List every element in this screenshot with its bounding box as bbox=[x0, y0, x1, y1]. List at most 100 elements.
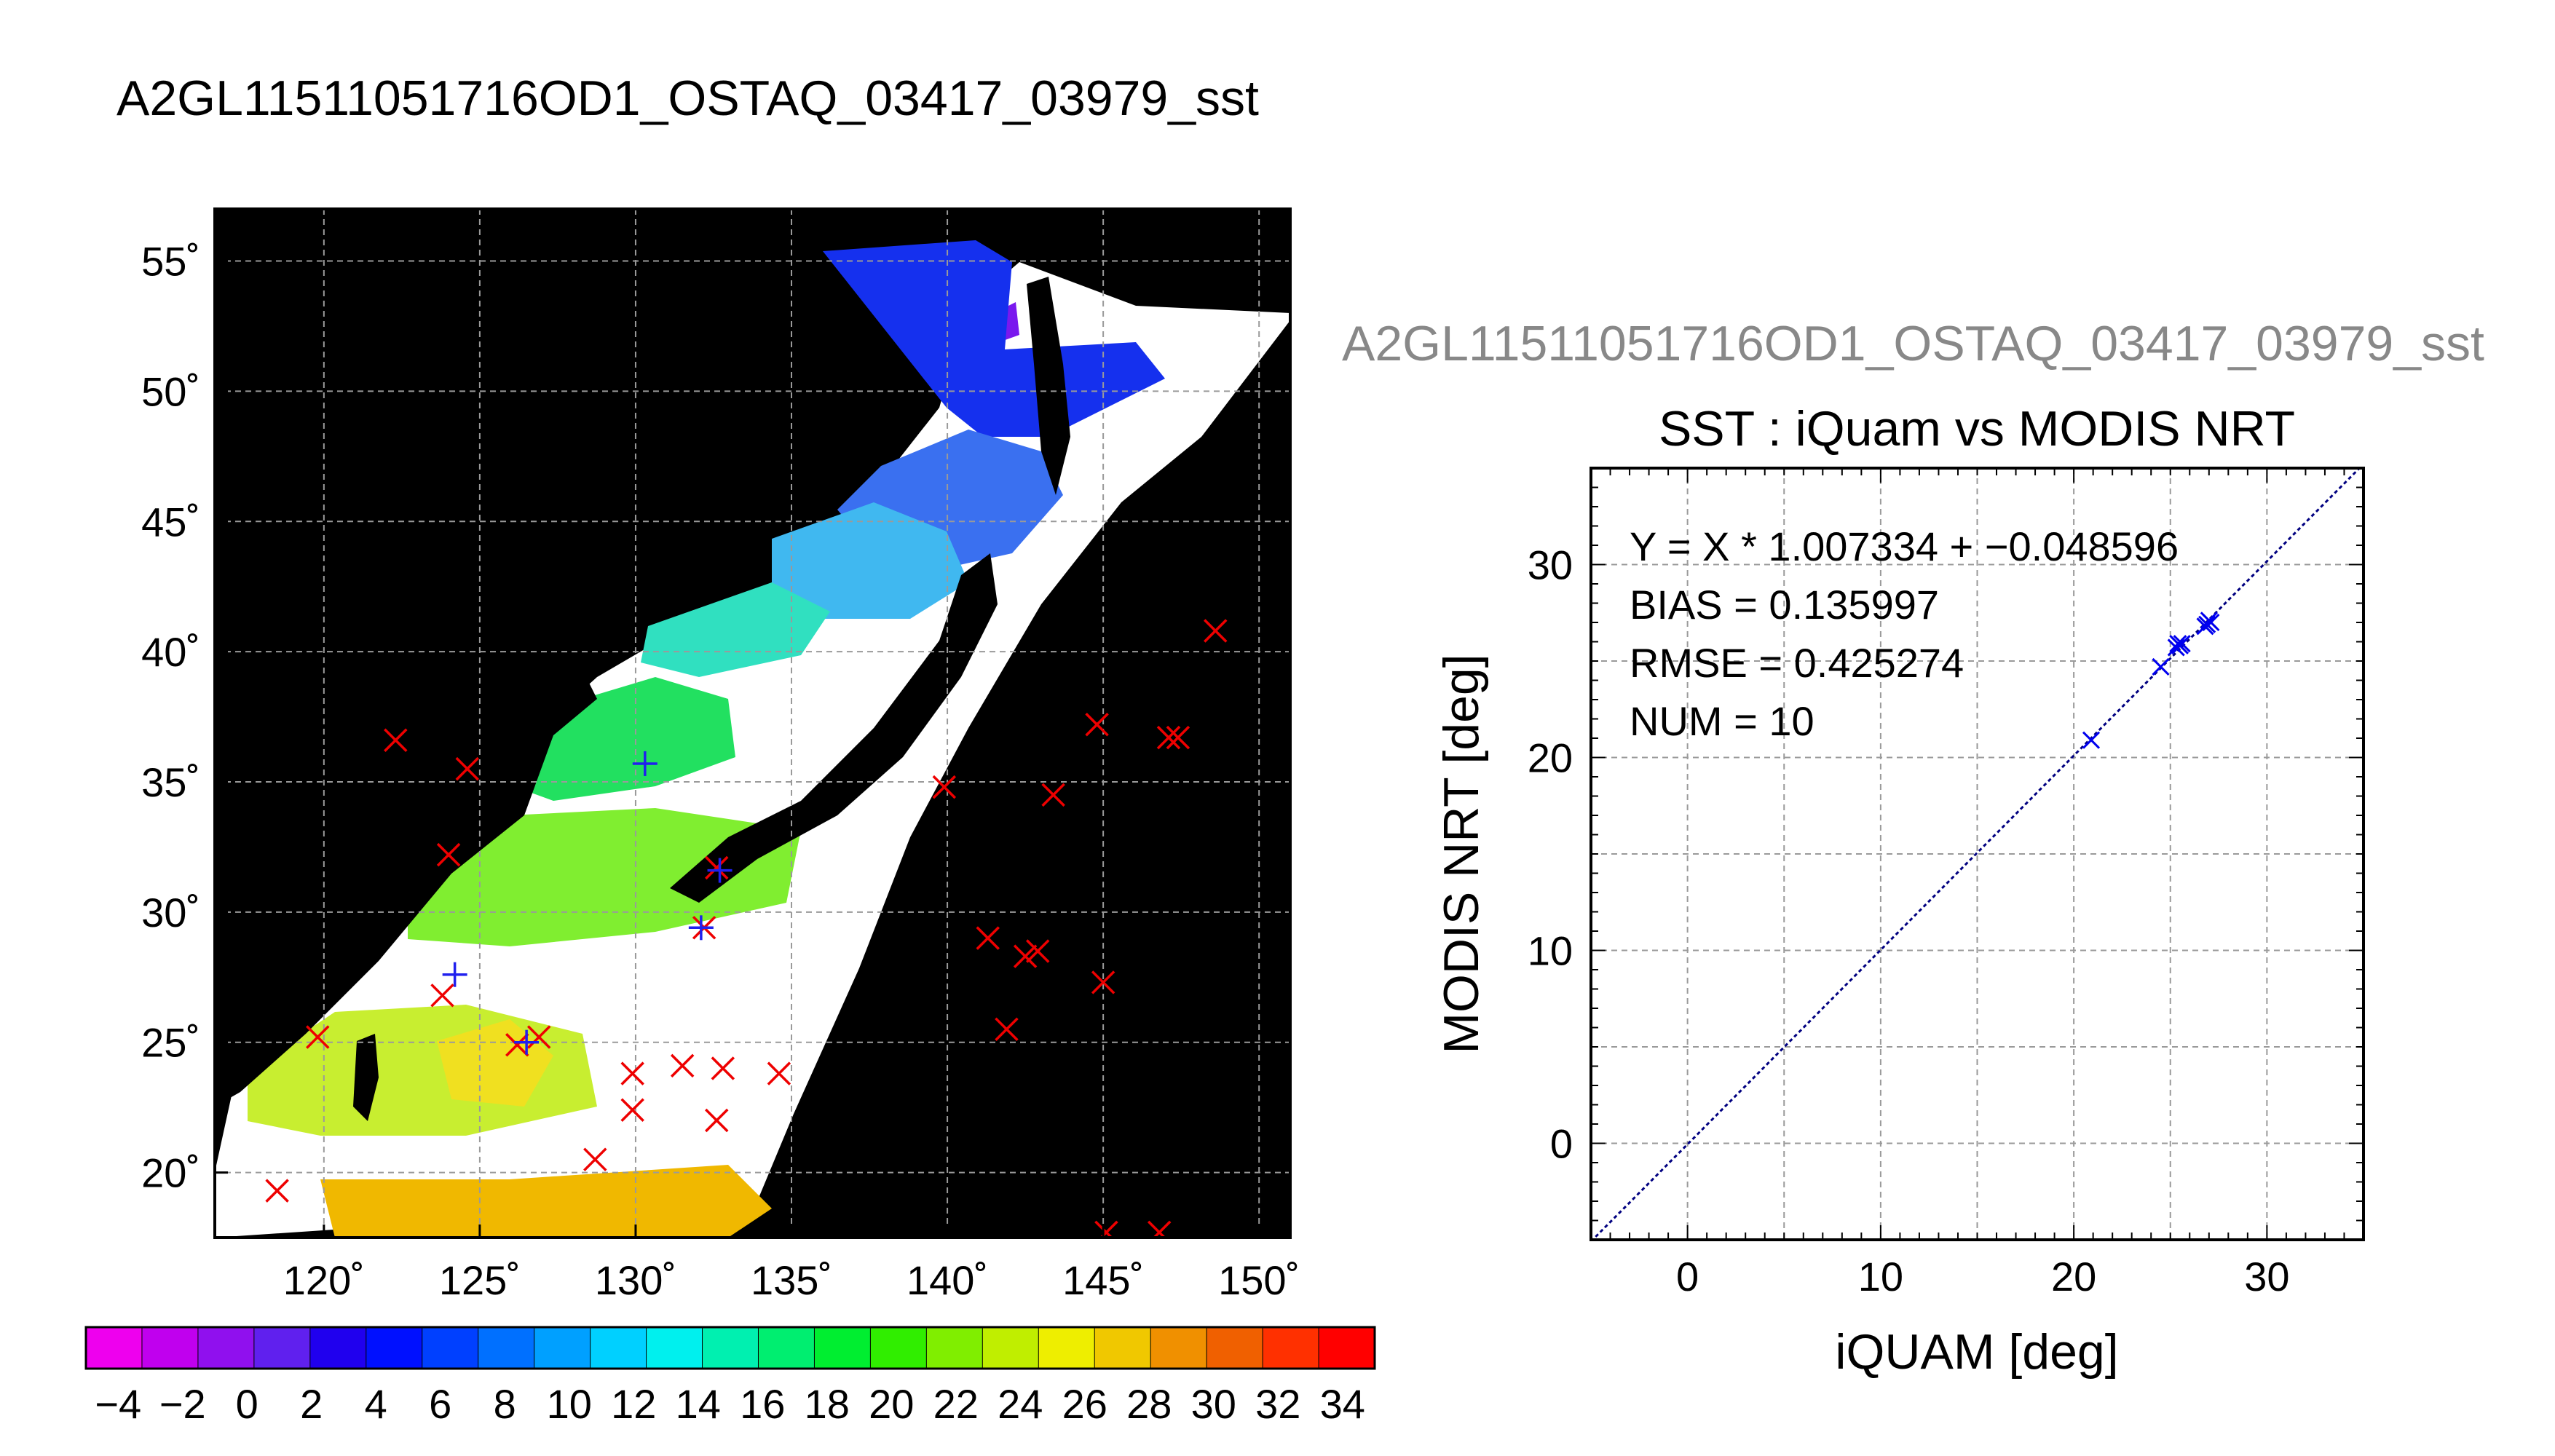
map-marker-blue bbox=[688, 915, 714, 941]
map-marker-blue bbox=[442, 962, 467, 987]
colorbar-cell bbox=[478, 1327, 535, 1369]
colorbar-tick-label: 34 bbox=[1320, 1381, 1365, 1427]
scatter-gridlines bbox=[1591, 468, 2364, 1240]
map-marker-red bbox=[455, 756, 480, 781]
map-marker-red bbox=[620, 1098, 644, 1122]
map-x-tick-label: 135˚ bbox=[751, 1257, 832, 1303]
map-x-tick-label: 150˚ bbox=[1218, 1257, 1300, 1303]
fit-line bbox=[1591, 468, 2361, 1240]
map-x-tick-label: 140˚ bbox=[907, 1257, 988, 1303]
colorbar-cell bbox=[590, 1327, 647, 1369]
map-marker-red bbox=[705, 855, 729, 880]
map-marker-red bbox=[505, 1033, 529, 1057]
scatter-y-axis-label: MODIS NRT [deg] bbox=[1434, 654, 1489, 1053]
colorbar-tick-label: 12 bbox=[611, 1381, 656, 1427]
colorbar-tick-label: 6 bbox=[429, 1381, 451, 1427]
map-gridlines bbox=[215, 209, 1290, 1238]
map-marker-red bbox=[1156, 725, 1181, 750]
sst-band-cyan bbox=[772, 502, 968, 619]
map-marker-red bbox=[705, 1108, 729, 1133]
scatter-x-tick-labels: 0 10 20 30 bbox=[1676, 1254, 2289, 1299]
map-x-tick-labels: 120˚ 125˚ 130˚ 135˚ 140˚ 145˚ 150˚ bbox=[283, 1257, 1300, 1303]
map-markers-blue bbox=[442, 751, 732, 1055]
map-y-tick-label: 55˚ bbox=[141, 239, 200, 285]
colorbar-cell bbox=[309, 1327, 367, 1369]
scatter-y-tick-label: 20 bbox=[1528, 735, 1573, 781]
map-marker-blue bbox=[632, 751, 657, 776]
map-marker-red bbox=[306, 1025, 330, 1049]
scatter-x-axis-label: iQUAM [deg] bbox=[1835, 1324, 2118, 1380]
map-x-tick-label: 130˚ bbox=[595, 1257, 676, 1303]
figure-title: A2GL11511051716OD1_OSTAQ_03417_03979_sst bbox=[117, 71, 1259, 126]
map-marker-red bbox=[1094, 1220, 1118, 1238]
colorbar-cell bbox=[253, 1327, 311, 1369]
scatter-x-tick-label: 0 bbox=[1676, 1254, 1699, 1299]
colorbar-frame bbox=[84, 1326, 1376, 1370]
colorbar-tick-label: −2 bbox=[159, 1381, 206, 1427]
land-korea-china bbox=[215, 641, 597, 1107]
scatter-points bbox=[2082, 612, 2220, 749]
map-y-tick-label: 40˚ bbox=[141, 629, 200, 675]
colorbar-tick-label: 8 bbox=[494, 1381, 516, 1427]
map-marker-red bbox=[1166, 725, 1190, 750]
colorbar-cell bbox=[1263, 1327, 1319, 1369]
scatter-annotation-line: BIAS = 0.135997 bbox=[1630, 582, 1939, 628]
colorbar-cell bbox=[1038, 1327, 1096, 1369]
colorbar-tick-label: 32 bbox=[1255, 1381, 1300, 1427]
map-y-tick-label: 50˚ bbox=[141, 368, 200, 414]
scatter-point bbox=[2173, 635, 2191, 653]
scatter-y-tick-label: 30 bbox=[1528, 542, 1573, 588]
map-y-tick-label: 25˚ bbox=[141, 1020, 200, 1066]
colorbar-tick-label: 4 bbox=[365, 1381, 387, 1427]
map-y-tick-label: 35˚ bbox=[141, 759, 200, 805]
map-marker-red bbox=[767, 1061, 791, 1085]
sst-band-teal bbox=[641, 582, 830, 677]
colorbar: −4 −2 0 2 4 6 8 10 12 14 16 18 20 22 24 26 28 30 32 34 bbox=[84, 1326, 1376, 1427]
scatter-y-tick-labels: 0 10 20 30 bbox=[1528, 542, 1573, 1167]
colorbar-tick-label: 24 bbox=[998, 1381, 1043, 1427]
colorbar-tick-label: 20 bbox=[869, 1381, 914, 1427]
colorbar-tick-label: 26 bbox=[1062, 1381, 1107, 1427]
land-taiwan bbox=[353, 1034, 379, 1121]
map-marker-red bbox=[384, 728, 408, 752]
scatter-panel: A2GL11511051716OD1_OSTAQ_03417_03979_sst… bbox=[1342, 316, 2484, 1380]
map-x-tick-label: 120˚ bbox=[283, 1257, 365, 1303]
map-marker-red bbox=[265, 1179, 289, 1203]
colorbar-tick-label: 2 bbox=[300, 1381, 323, 1427]
map-marker-red bbox=[430, 984, 454, 1008]
colorbar-cell bbox=[1319, 1327, 1375, 1369]
map-x-tick-label: 125˚ bbox=[439, 1257, 521, 1303]
scatter-annotation-line: RMSE = 0.425274 bbox=[1630, 640, 1964, 686]
sst-band-deep-blue bbox=[823, 240, 1165, 437]
colorbar-cell bbox=[141, 1327, 199, 1369]
colorbar-cell bbox=[1150, 1327, 1207, 1369]
map-marker-red bbox=[1147, 1220, 1172, 1238]
map-y-tick-label: 30˚ bbox=[141, 890, 200, 935]
colorbar-tick-label: 18 bbox=[805, 1381, 850, 1427]
scatter-annotation-line: Y = X * 1.007334 + −0.048596 bbox=[1630, 523, 2179, 569]
map-marker-red bbox=[436, 842, 461, 867]
scatter-point bbox=[2196, 617, 2214, 636]
scatter-x-tick-label: 20 bbox=[2051, 1254, 2096, 1299]
map-marker-red bbox=[995, 1017, 1019, 1042]
colorbar-cell bbox=[646, 1327, 703, 1369]
scatter-annotations: Y = X * 1.007334 + −0.048596 BIAS = 0.135… bbox=[1630, 523, 2179, 744]
map-marker-red bbox=[583, 1147, 607, 1171]
colorbar-tick-label: 28 bbox=[1126, 1381, 1172, 1427]
land-japan bbox=[670, 553, 998, 903]
colorbar-cell bbox=[982, 1327, 1040, 1369]
colorbar-cell bbox=[86, 1327, 143, 1369]
map-marker-red bbox=[1204, 619, 1228, 643]
scatter-point bbox=[2082, 731, 2101, 749]
sst-map-panel: 120˚ 125˚ 130˚ 135˚ 140˚ 145˚ 150˚ 20˚ 25˚ 30˚ 35… bbox=[141, 207, 1300, 1303]
colorbar-tick-label: 10 bbox=[547, 1381, 592, 1427]
map-marker-red bbox=[932, 775, 957, 799]
scatter-x-tick-label: 10 bbox=[1858, 1254, 1903, 1299]
colorbar-cell bbox=[197, 1327, 255, 1369]
scatter-y-tick-label: 0 bbox=[1550, 1121, 1573, 1167]
map-marker-red bbox=[670, 1053, 695, 1078]
map-marker-red bbox=[1025, 939, 1050, 963]
colorbar-tick-label: 30 bbox=[1191, 1381, 1236, 1427]
colorbar-cells bbox=[86, 1327, 1375, 1369]
